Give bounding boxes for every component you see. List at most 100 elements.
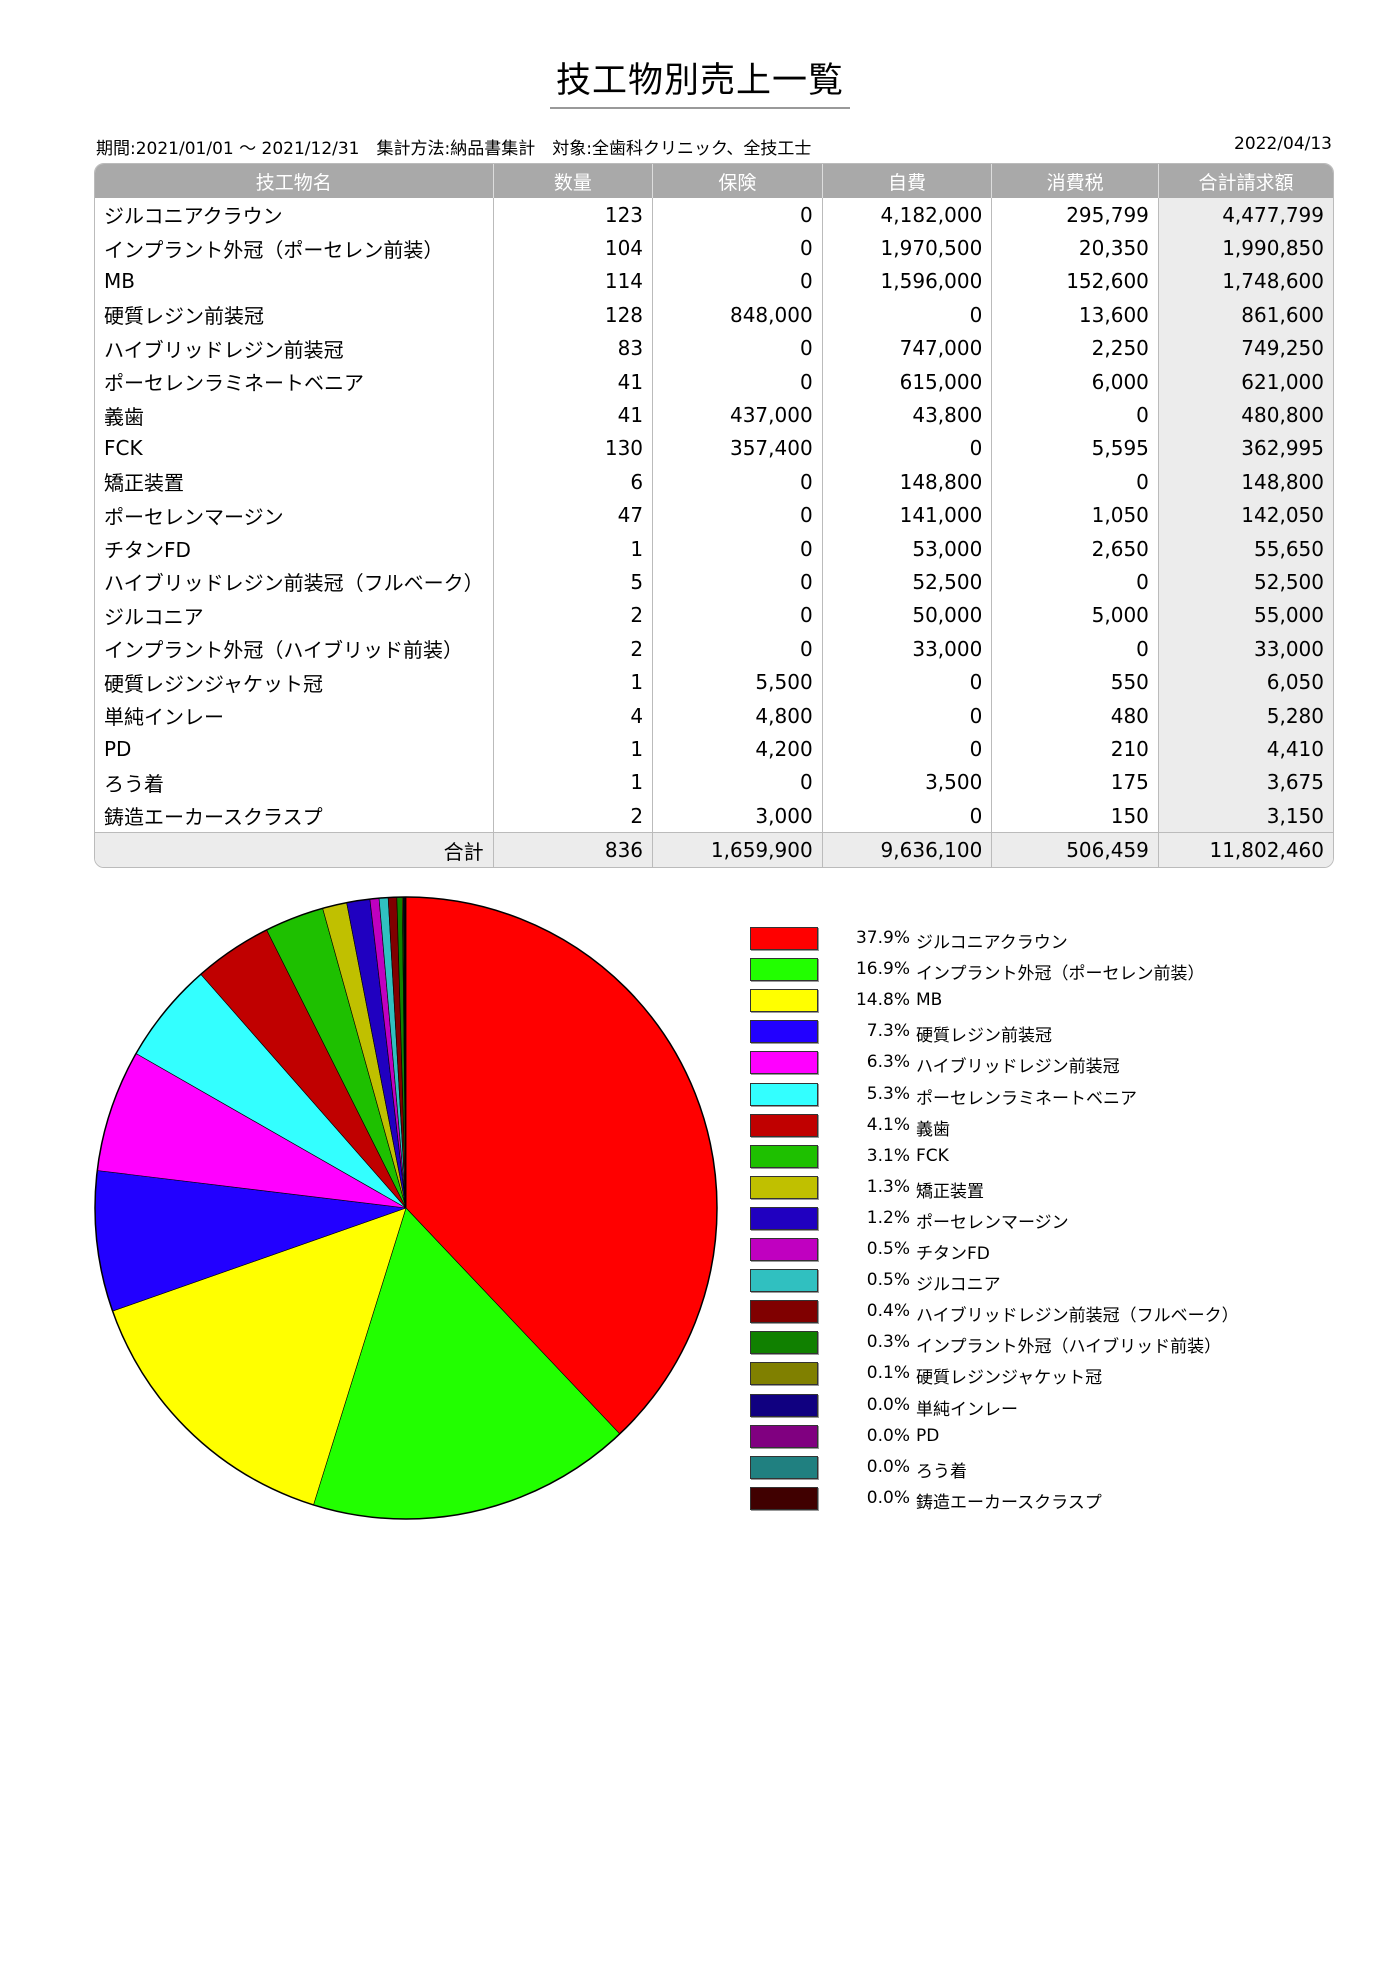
legend-swatch [750, 1393, 818, 1417]
legend-label: 矯正装置 [916, 1181, 984, 1202]
value-cell: 0 [823, 698, 993, 733]
value-cell: 0 [992, 632, 1159, 666]
legend-percent: 5.3% [866, 1083, 910, 1104]
value-cell: 52,500 [1158, 565, 1333, 599]
item-name-cell: FCK [95, 431, 494, 466]
table-row: FCK 130 357,400 0 5,595 362,995 [95, 431, 1333, 466]
legend-percent: 0.5% [866, 1239, 910, 1259]
legend-label: ハイブリッドレジン前装冠（フルベーク） [916, 1306, 1239, 1327]
column-header: 消費税 [992, 164, 1159, 198]
value-cell: 4,182,000 [823, 198, 993, 232]
value-cell: 13,600 [992, 298, 1159, 332]
legend-percent: 1.3% [866, 1176, 910, 1197]
legend-swatch [750, 958, 818, 982]
value-cell: 55,000 [1158, 598, 1333, 633]
legend-swatch [750, 1300, 818, 1324]
legend-swatch [750, 1362, 818, 1386]
value-cell: 0 [823, 665, 993, 699]
value-cell: 20,350 [992, 231, 1159, 265]
column-header: 保険 [653, 164, 823, 198]
value-cell: 615,000 [823, 364, 993, 399]
legend-swatch [750, 1175, 818, 1199]
item-name-cell: ポーセレンマージン [95, 498, 494, 532]
legend-label: インプラント外冠（ポーセレン前装） [916, 964, 1205, 985]
legend-label: チタンFD [916, 1244, 990, 1264]
value-cell: 130 [494, 431, 654, 466]
value-cell: 0 [653, 264, 823, 299]
value-cell: 1 [494, 732, 654, 766]
value-cell: 5,280 [1158, 698, 1333, 733]
value-cell: 437,000 [653, 398, 823, 432]
value-cell: 2 [494, 632, 654, 666]
item-name-cell: ろう着 [95, 765, 494, 800]
legend-percent: 4.1% [866, 1114, 910, 1135]
legend-percent: 1.2% [866, 1207, 910, 1228]
value-cell: 0 [992, 398, 1159, 432]
legend-percent: 37.9% [855, 928, 910, 948]
total-value: 1,659,900 [653, 832, 823, 867]
item-name-cell: MB [95, 264, 494, 299]
legend-percent: 16.9% [855, 959, 910, 980]
legend-swatch [750, 989, 818, 1013]
total-value: 11,802,460 [1158, 832, 1333, 867]
value-cell: 2 [494, 598, 654, 633]
value-cell: 52,500 [823, 565, 993, 599]
value-cell: 0 [653, 364, 823, 399]
value-cell: 6 [494, 465, 654, 499]
value-cell: 210 [992, 732, 1159, 766]
legend-label: ジルコニア [916, 1275, 1001, 1296]
table-row: ジルコニアクラウン 123 0 4,182,000 295,799 4,477,799 [95, 198, 1333, 232]
item-name-cell: 矯正装置 [95, 465, 494, 499]
value-cell: 0 [653, 331, 823, 365]
item-name-cell: ジルコニアクラウン [95, 198, 494, 232]
value-cell: 3,500 [823, 765, 993, 800]
legend-percent: 7.3% [866, 1021, 910, 1042]
value-cell: 0 [653, 198, 823, 232]
legend-swatch [750, 1144, 818, 1168]
table-row: 単純インレー 4 4,800 0 480 5,280 [95, 698, 1333, 733]
legend-label: ハイブリッドレジン前装冠 [916, 1057, 1120, 1078]
pie-outline [94, 896, 718, 1520]
item-name-cell: 硬質レジン前装冠 [95, 298, 494, 332]
legend-percent: 0.0% [866, 1456, 910, 1477]
column-header: 自費 [822, 164, 993, 198]
value-cell: 5,000 [992, 598, 1159, 633]
value-cell: 128 [494, 298, 654, 332]
value-cell: 0 [653, 231, 823, 265]
value-cell: 0 [992, 465, 1159, 499]
value-cell: 295,799 [992, 198, 1159, 232]
legend-percent: 0.3% [866, 1332, 910, 1353]
value-cell: 0 [653, 632, 823, 666]
total-row: 合計 836 1,659,900 9,636,100 506,459 11,802,460 [95, 832, 1333, 867]
item-name-cell: 鋳造エーカースクラスプ [95, 799, 494, 833]
total-value: 836 [493, 832, 654, 867]
value-cell: 2,250 [992, 331, 1159, 365]
table-row: 義歯 41 437,000 43,800 0 480,800 [95, 398, 1333, 432]
legend-percent: 14.8% [855, 990, 910, 1011]
value-cell: 142,050 [1158, 498, 1333, 532]
table-header: 技工物名 数量 保険 自費 消費税 合計請求額 [95, 164, 1333, 198]
value-cell: 0 [823, 732, 993, 766]
table-row: 硬質レジン前装冠 128 848,000 0 13,600 861,600 [95, 298, 1333, 332]
value-cell: 362,995 [1158, 431, 1333, 466]
value-cell: 104 [494, 231, 654, 265]
value-cell: 0 [653, 531, 823, 566]
legend-swatch [750, 1331, 818, 1355]
value-cell: 6,050 [1158, 665, 1333, 699]
value-cell: 41 [494, 364, 654, 399]
value-cell: 0 [653, 598, 823, 633]
column-header: 合計請求額 [1158, 164, 1333, 198]
value-cell: 4,477,799 [1158, 198, 1333, 232]
value-cell: 0 [653, 765, 823, 800]
legend-swatch [750, 1113, 818, 1137]
value-cell: 148,800 [823, 465, 993, 499]
legend-label: ポーセレンラミネートベニア [916, 1088, 1137, 1109]
value-cell: 4 [494, 698, 654, 733]
value-cell: 1,990,850 [1158, 231, 1333, 265]
legend-swatch [750, 1455, 818, 1479]
value-cell: 33,000 [823, 632, 993, 666]
column-header: 技工物名 [95, 164, 494, 198]
legend-swatch [750, 1269, 818, 1293]
item-name-cell: インプラント外冠（ポーセレン前装） [95, 231, 494, 265]
